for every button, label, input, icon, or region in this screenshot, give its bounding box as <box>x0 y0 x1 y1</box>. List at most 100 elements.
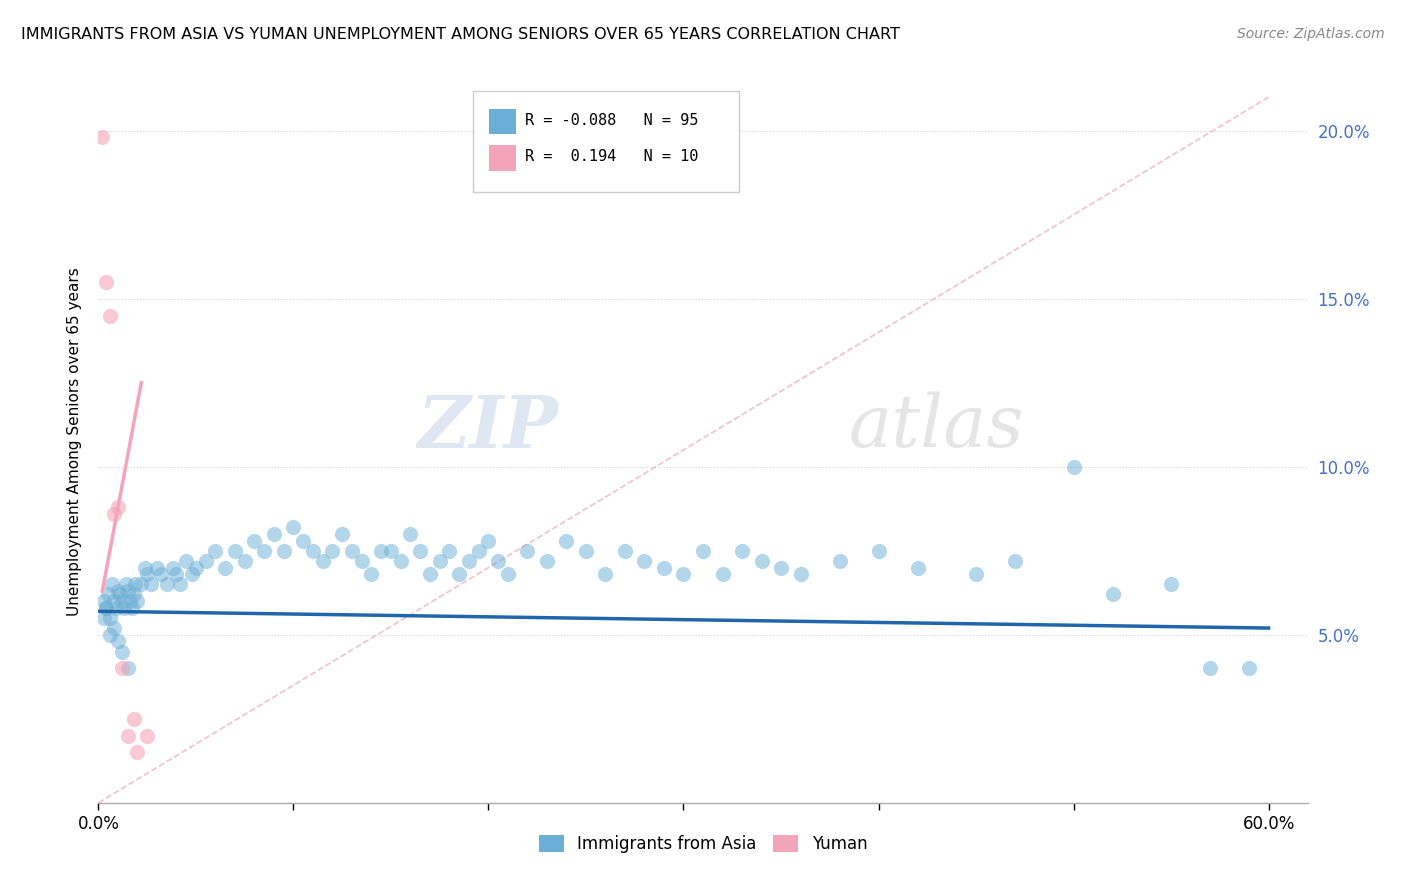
Point <box>1101 587 1123 601</box>
Point <box>139 577 162 591</box>
Point <box>789 567 811 582</box>
Point <box>146 560 169 574</box>
Point <box>711 567 734 582</box>
Point <box>149 567 172 582</box>
Point <box>907 560 929 574</box>
Point <box>98 628 121 642</box>
Point <box>117 729 139 743</box>
Point <box>340 543 363 558</box>
Point <box>136 729 159 743</box>
Point <box>124 577 146 591</box>
Point <box>292 533 315 548</box>
Point <box>96 275 118 289</box>
Text: Source: ZipAtlas.com: Source: ZipAtlas.com <box>1237 27 1385 41</box>
Text: R = -0.088   N = 95: R = -0.088 N = 95 <box>526 113 699 128</box>
Point <box>496 567 519 582</box>
Point <box>174 554 197 568</box>
Point <box>112 600 135 615</box>
Point <box>1063 459 1085 474</box>
Point <box>253 543 276 558</box>
Point <box>101 577 124 591</box>
Point <box>117 661 139 675</box>
Point <box>107 500 129 514</box>
Point <box>118 594 141 608</box>
Point <box>595 567 617 582</box>
Point <box>1004 554 1026 568</box>
Point <box>350 554 373 568</box>
Point <box>233 554 256 568</box>
Point <box>751 554 773 568</box>
Point <box>449 567 471 582</box>
Point <box>633 554 655 568</box>
Point <box>399 527 422 541</box>
Point <box>93 611 115 625</box>
Point <box>103 594 125 608</box>
Point <box>111 594 134 608</box>
Point <box>98 309 121 323</box>
Point <box>104 600 127 615</box>
Point <box>184 560 207 574</box>
Point <box>1160 577 1182 591</box>
Point <box>91 130 114 145</box>
Point <box>134 560 156 574</box>
Point <box>868 543 890 558</box>
Point <box>536 554 558 568</box>
Point <box>360 567 382 582</box>
Point <box>97 587 120 601</box>
Point <box>614 543 637 558</box>
Point <box>652 560 675 574</box>
Point <box>380 543 402 558</box>
Point <box>439 543 461 558</box>
Point <box>194 554 217 568</box>
Point <box>555 533 578 548</box>
Point <box>111 644 134 658</box>
Point <box>965 567 987 582</box>
Point <box>103 621 125 635</box>
Point <box>828 554 851 568</box>
Point <box>111 661 134 675</box>
Point <box>467 543 489 558</box>
Point <box>302 543 325 558</box>
Point <box>93 594 115 608</box>
Point <box>127 745 149 759</box>
Point <box>321 543 343 558</box>
Point <box>312 554 335 568</box>
Point <box>486 554 509 568</box>
Text: R =  0.194   N = 10: R = 0.194 N = 10 <box>526 149 699 164</box>
Point <box>692 543 714 558</box>
Point <box>96 600 118 615</box>
FancyBboxPatch shape <box>489 145 516 170</box>
Point <box>575 543 598 558</box>
Point <box>136 567 159 582</box>
Point <box>121 600 143 615</box>
Point <box>1237 661 1260 675</box>
Text: ZIP: ZIP <box>418 392 558 463</box>
Point <box>122 587 145 601</box>
Point <box>107 584 129 599</box>
Point <box>107 634 129 648</box>
Point <box>108 587 131 601</box>
Point <box>273 543 295 558</box>
Point <box>214 560 236 574</box>
Point <box>769 560 792 574</box>
Point <box>169 577 191 591</box>
Point <box>458 554 481 568</box>
Point <box>96 600 118 615</box>
Text: IMMIGRANTS FROM ASIA VS YUMAN UNEMPLOYMENT AMONG SENIORS OVER 65 YEARS CORRELATI: IMMIGRANTS FROM ASIA VS YUMAN UNEMPLOYME… <box>21 27 900 42</box>
Point <box>114 577 136 591</box>
FancyBboxPatch shape <box>489 109 516 135</box>
Point <box>516 543 538 558</box>
Point <box>156 577 179 591</box>
Point <box>165 567 187 582</box>
Point <box>409 543 432 558</box>
Point <box>330 527 353 541</box>
Text: atlas: atlas <box>848 392 1024 462</box>
Point <box>127 594 149 608</box>
Point <box>1199 661 1222 675</box>
Point <box>162 560 184 574</box>
Point <box>243 533 266 548</box>
Point <box>370 543 392 558</box>
Legend: Immigrants from Asia, Yuman: Immigrants from Asia, Yuman <box>531 828 875 860</box>
Point <box>263 527 285 541</box>
Point <box>131 577 153 591</box>
